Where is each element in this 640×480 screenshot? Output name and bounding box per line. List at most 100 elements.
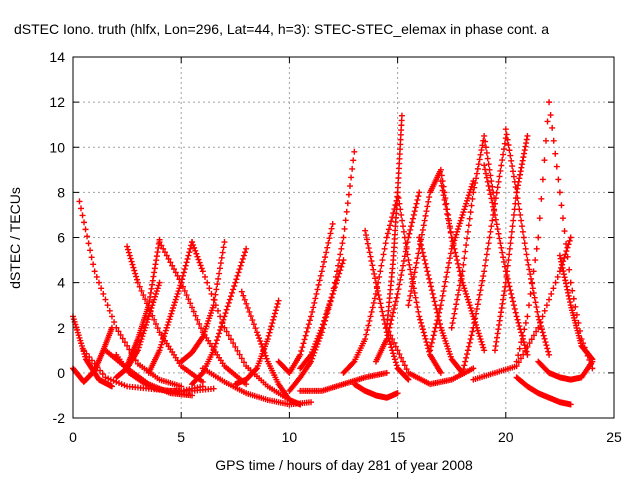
data-point — [515, 359, 522, 366]
data-point — [308, 399, 315, 406]
data-point — [441, 283, 448, 290]
data-point — [297, 401, 304, 408]
data-point — [340, 234, 347, 241]
data-point — [547, 112, 554, 119]
data-point — [183, 259, 190, 266]
data-point — [370, 299, 377, 306]
data-arc — [448, 132, 498, 331]
data-point — [413, 200, 420, 207]
data-point — [216, 270, 223, 277]
data-point — [455, 223, 462, 230]
data-point — [219, 249, 226, 256]
data-point — [518, 339, 525, 346]
data-point — [130, 264, 137, 271]
data-point — [403, 245, 410, 252]
data-arc — [189, 245, 250, 388]
y-tick-label: 14 — [49, 49, 65, 65]
data-point — [253, 366, 260, 373]
data-point — [189, 239, 196, 246]
data-point — [429, 336, 436, 343]
data-point — [472, 315, 479, 322]
data-point — [221, 324, 228, 331]
data-point — [336, 257, 343, 264]
data-point — [390, 353, 397, 360]
data-point — [419, 226, 426, 233]
data-point — [382, 240, 389, 247]
data-point — [530, 289, 537, 296]
data-point — [339, 240, 346, 247]
data-point — [91, 360, 98, 367]
data-point — [378, 262, 385, 269]
data-point — [447, 229, 454, 236]
data-point — [589, 358, 596, 365]
data-point — [541, 335, 548, 342]
data-point — [431, 328, 438, 335]
data-arc — [113, 351, 206, 394]
data-point — [395, 286, 402, 293]
data-point — [466, 339, 473, 346]
data-point — [363, 236, 370, 243]
data-point — [440, 288, 447, 295]
data-point — [214, 281, 221, 288]
data-arc — [124, 236, 163, 370]
data-point — [464, 296, 471, 303]
data-point — [81, 219, 88, 226]
data-point — [522, 319, 529, 326]
data-point — [133, 273, 140, 280]
x-tick-label: 25 — [606, 429, 622, 445]
data-point — [456, 282, 463, 289]
data-point — [528, 336, 535, 343]
data-point — [210, 385, 217, 392]
data-point — [426, 194, 433, 201]
data-point — [491, 211, 498, 218]
data-point — [326, 235, 333, 242]
data-point — [405, 257, 412, 264]
data-marks — [70, 99, 596, 408]
data-point — [313, 290, 320, 297]
data-point — [477, 151, 484, 158]
data-point — [483, 251, 490, 258]
data-point — [88, 357, 95, 364]
data-point — [400, 262, 407, 269]
data-point — [489, 217, 496, 224]
x-tick-labels: 0 5 10 15 20 25 — [69, 429, 622, 445]
data-point — [524, 257, 531, 264]
data-point — [563, 248, 570, 255]
data-point — [171, 299, 178, 306]
data-point — [232, 279, 239, 286]
data-point — [371, 295, 378, 302]
data-point — [461, 362, 468, 369]
data-point — [477, 336, 484, 343]
data-point — [407, 292, 414, 299]
data-point — [513, 189, 520, 196]
data-arc — [470, 234, 574, 383]
data-point — [390, 309, 397, 316]
data-point — [398, 112, 405, 119]
data-point — [272, 307, 279, 314]
data-point — [151, 296, 158, 303]
data-point — [238, 288, 245, 295]
data-point — [482, 257, 489, 264]
data-point — [169, 262, 176, 269]
data-point — [373, 283, 380, 290]
data-point — [190, 241, 197, 248]
data-point — [398, 272, 405, 279]
data-point — [440, 192, 447, 199]
data-point — [394, 347, 401, 354]
data-point — [234, 347, 241, 354]
data-point — [125, 249, 132, 256]
data-point — [394, 390, 401, 397]
data-point — [364, 327, 371, 334]
data-point — [102, 374, 109, 381]
data-point — [509, 223, 516, 230]
data-point — [478, 282, 485, 289]
data-point — [388, 344, 395, 351]
data-point — [556, 189, 563, 196]
data-point — [438, 182, 445, 189]
data-point — [243, 300, 250, 307]
data-point — [383, 369, 390, 376]
data-point — [458, 214, 465, 221]
data-point — [469, 180, 476, 187]
data-point — [100, 290, 107, 297]
data-point — [243, 245, 250, 252]
